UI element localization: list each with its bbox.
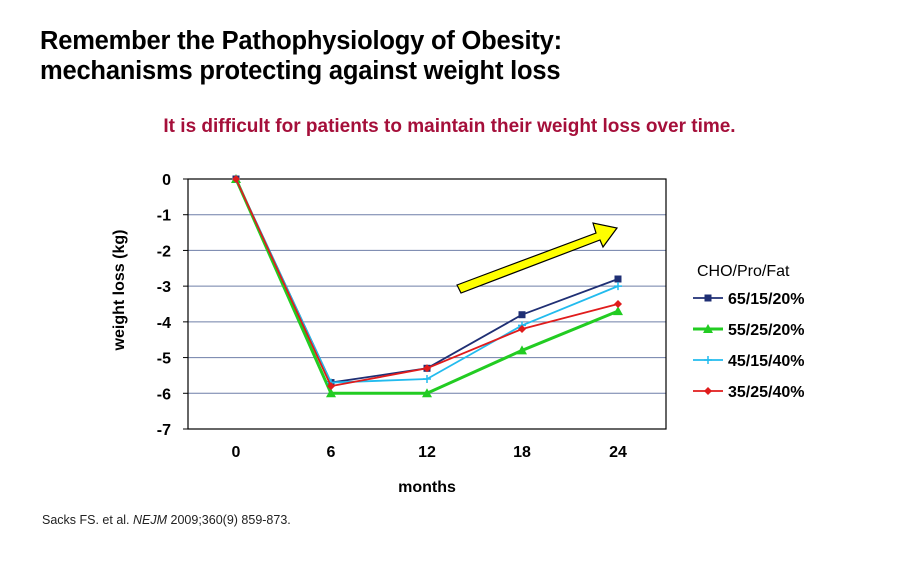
data-point bbox=[422, 388, 432, 398]
legend-label: 55/25/20% bbox=[728, 322, 805, 339]
y-tick-label: -4 bbox=[157, 315, 171, 332]
citation-details: 2009;360(9) 859-873. bbox=[170, 513, 291, 527]
plot-area-frame bbox=[187, 178, 667, 430]
data-point bbox=[327, 382, 335, 391]
data-point bbox=[614, 282, 622, 291]
series-line-3 bbox=[235, 178, 619, 384]
legend-label: 45/15/40% bbox=[728, 353, 805, 370]
y-tick-label: -7 bbox=[157, 422, 171, 439]
trend-arrow bbox=[456, 222, 619, 294]
legend-label: 35/25/40% bbox=[728, 384, 805, 401]
y-tick-label: -1 bbox=[157, 208, 171, 225]
legend-label: 65/15/20% bbox=[728, 291, 805, 308]
data-point bbox=[613, 306, 623, 316]
x-axis-label: months bbox=[398, 479, 456, 496]
data-point bbox=[232, 175, 240, 183]
x-tick-label: 6 bbox=[327, 444, 336, 461]
data-point bbox=[423, 364, 431, 373]
x-tick-label: 12 bbox=[418, 444, 436, 461]
y-tick-label: -5 bbox=[157, 351, 171, 368]
data-point bbox=[423, 375, 431, 383]
title-line-2: mechanisms protecting against weight los… bbox=[40, 57, 561, 85]
title-line-1: Remember the Pathophysiology of Obesity: bbox=[40, 27, 562, 55]
data-point bbox=[518, 311, 526, 319]
y-axis-label: weight loss (kg) bbox=[111, 230, 128, 352]
slide-title: Remember the Pathophysiology of Obesity:… bbox=[40, 26, 800, 86]
series-line-1 bbox=[235, 178, 619, 384]
x-tick-label: 0 bbox=[232, 444, 241, 461]
y-tick-label: -3 bbox=[157, 279, 171, 296]
series-line-4 bbox=[235, 178, 619, 388]
x-tick-label: 24 bbox=[609, 444, 627, 461]
data-point bbox=[517, 345, 527, 355]
data-point bbox=[614, 275, 622, 283]
legend-swatch-marker bbox=[703, 324, 713, 333]
x-tick-label: 18 bbox=[513, 444, 531, 461]
data-point bbox=[518, 325, 526, 333]
legend-title: CHO/Pro/Fat bbox=[697, 263, 790, 280]
legend-swatch-marker bbox=[704, 387, 712, 395]
y-tick-label: 0 bbox=[162, 172, 171, 189]
data-point bbox=[326, 388, 336, 398]
data-point bbox=[614, 300, 622, 308]
slide-subtitle: It is difficult for patients to maintain… bbox=[163, 116, 736, 137]
citation-authors: Sacks FS. et al. bbox=[42, 513, 130, 527]
y-tick-label: -6 bbox=[157, 386, 171, 403]
legend-swatch-marker bbox=[704, 356, 712, 364]
citation: Sacks FS. et al. NEJM 2009;360(9) 859-87… bbox=[42, 513, 291, 527]
citation-journal: NEJM bbox=[133, 513, 168, 527]
y-tick-label: -2 bbox=[157, 243, 171, 260]
legend-swatch-marker bbox=[704, 294, 712, 302]
